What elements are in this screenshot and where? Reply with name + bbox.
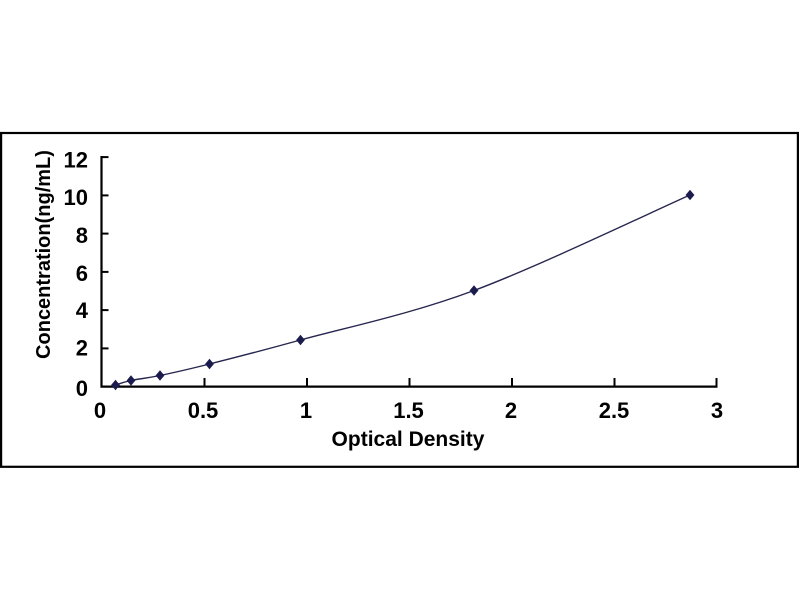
svg-text:Optical Density: Optical Density	[332, 428, 485, 451]
svg-text:2.5: 2.5	[599, 398, 630, 423]
svg-text:8: 8	[76, 223, 88, 248]
svg-text:0.5: 0.5	[188, 398, 219, 423]
svg-text:6: 6	[76, 261, 88, 286]
svg-text:Concentration(ng/mL): Concentration(ng/mL)	[33, 150, 55, 359]
svg-text:0: 0	[76, 376, 88, 401]
svg-text:12: 12	[64, 147, 88, 172]
svg-text:1: 1	[300, 398, 312, 423]
svg-text:1.5: 1.5	[393, 398, 424, 423]
svg-text:3: 3	[711, 398, 723, 423]
svg-text:10: 10	[64, 185, 88, 210]
svg-text:2: 2	[76, 336, 88, 361]
svg-text:4: 4	[76, 298, 89, 323]
svg-text:2: 2	[505, 398, 517, 423]
svg-text:0: 0	[94, 398, 106, 423]
